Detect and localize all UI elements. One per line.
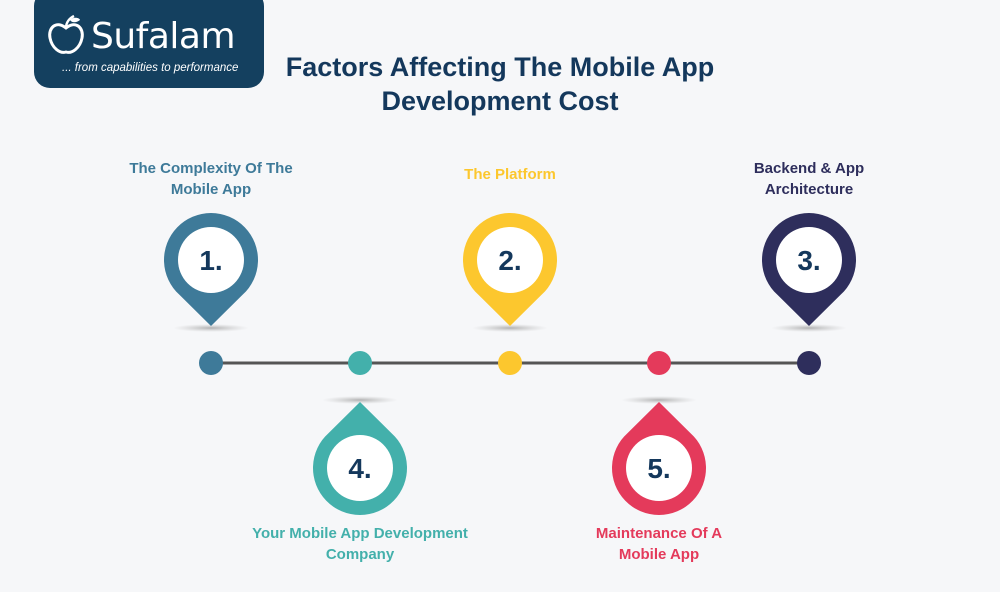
pin-shadow [771, 324, 847, 332]
factor-label-3: Backend & App Architecture [699, 158, 919, 200]
factor-label-2: The Platform [400, 164, 620, 185]
factor-label-line: Mobile App [170, 181, 252, 198]
pin-shadow [472, 324, 548, 332]
timeline-dot-2 [348, 351, 372, 375]
pin-shadow [322, 396, 398, 404]
pin-inner-circle [626, 435, 692, 501]
location-pin-1: 1. [163, 212, 258, 332]
title-line-2: Development Cost [381, 86, 619, 116]
location-pin-5: 5. [611, 396, 706, 516]
pin-inner-circle [477, 227, 543, 293]
timeline-dot-5 [797, 351, 821, 375]
factor-label-line: Architecture [764, 181, 854, 198]
title-line-1: Factors Affecting The Mobile App [285, 52, 715, 82]
page-title: Factors Affecting The Mobile App Develop… [250, 50, 750, 118]
logo-wordmark: Sufalam [91, 16, 236, 57]
logo-tagline: ... from capabilities to performance [62, 62, 239, 74]
pin-inner-circle [178, 227, 244, 293]
pin-number-1: 1. [199, 245, 222, 276]
logo-badge: Sufalam ... from capabilities to perform… [34, 0, 264, 88]
factor-label-4: Your Mobile App Development Company [250, 523, 470, 565]
timeline-dot-4 [647, 351, 671, 375]
factor-label-line: Your Mobile App Development [252, 525, 468, 542]
location-pin-4: 4. [313, 396, 407, 516]
factor-label-5: Maintenance Of A Mobile App [549, 523, 769, 565]
timeline-dot-3 [498, 351, 522, 375]
pin-number-4: 4. [348, 453, 371, 484]
factor-label-line: Maintenance Of A [595, 525, 723, 542]
pin-number-2: 2. [498, 245, 521, 276]
pin-shadow [621, 396, 697, 404]
location-pin-3: 3. [761, 213, 856, 332]
factor-label-line: Backend & App [753, 160, 865, 177]
timeline-dot-1 [199, 351, 223, 375]
location-pin-2: 2. [462, 212, 557, 332]
factor-label-line: Company [325, 546, 395, 563]
pin-shadow [173, 324, 249, 332]
factor-label-line: Mobile App [618, 546, 700, 563]
pin-number-5: 5. [647, 453, 670, 484]
factor-label-line: The Complexity Of The [129, 160, 293, 177]
apple-logo-icon [48, 14, 84, 54]
factor-label-1: The Complexity Of The Mobile App [101, 158, 321, 200]
pin-number-3: 3. [797, 245, 820, 276]
factor-label-line: The Platform [464, 166, 556, 183]
pin-inner-circle [327, 435, 393, 501]
pin-inner-circle [776, 227, 842, 293]
